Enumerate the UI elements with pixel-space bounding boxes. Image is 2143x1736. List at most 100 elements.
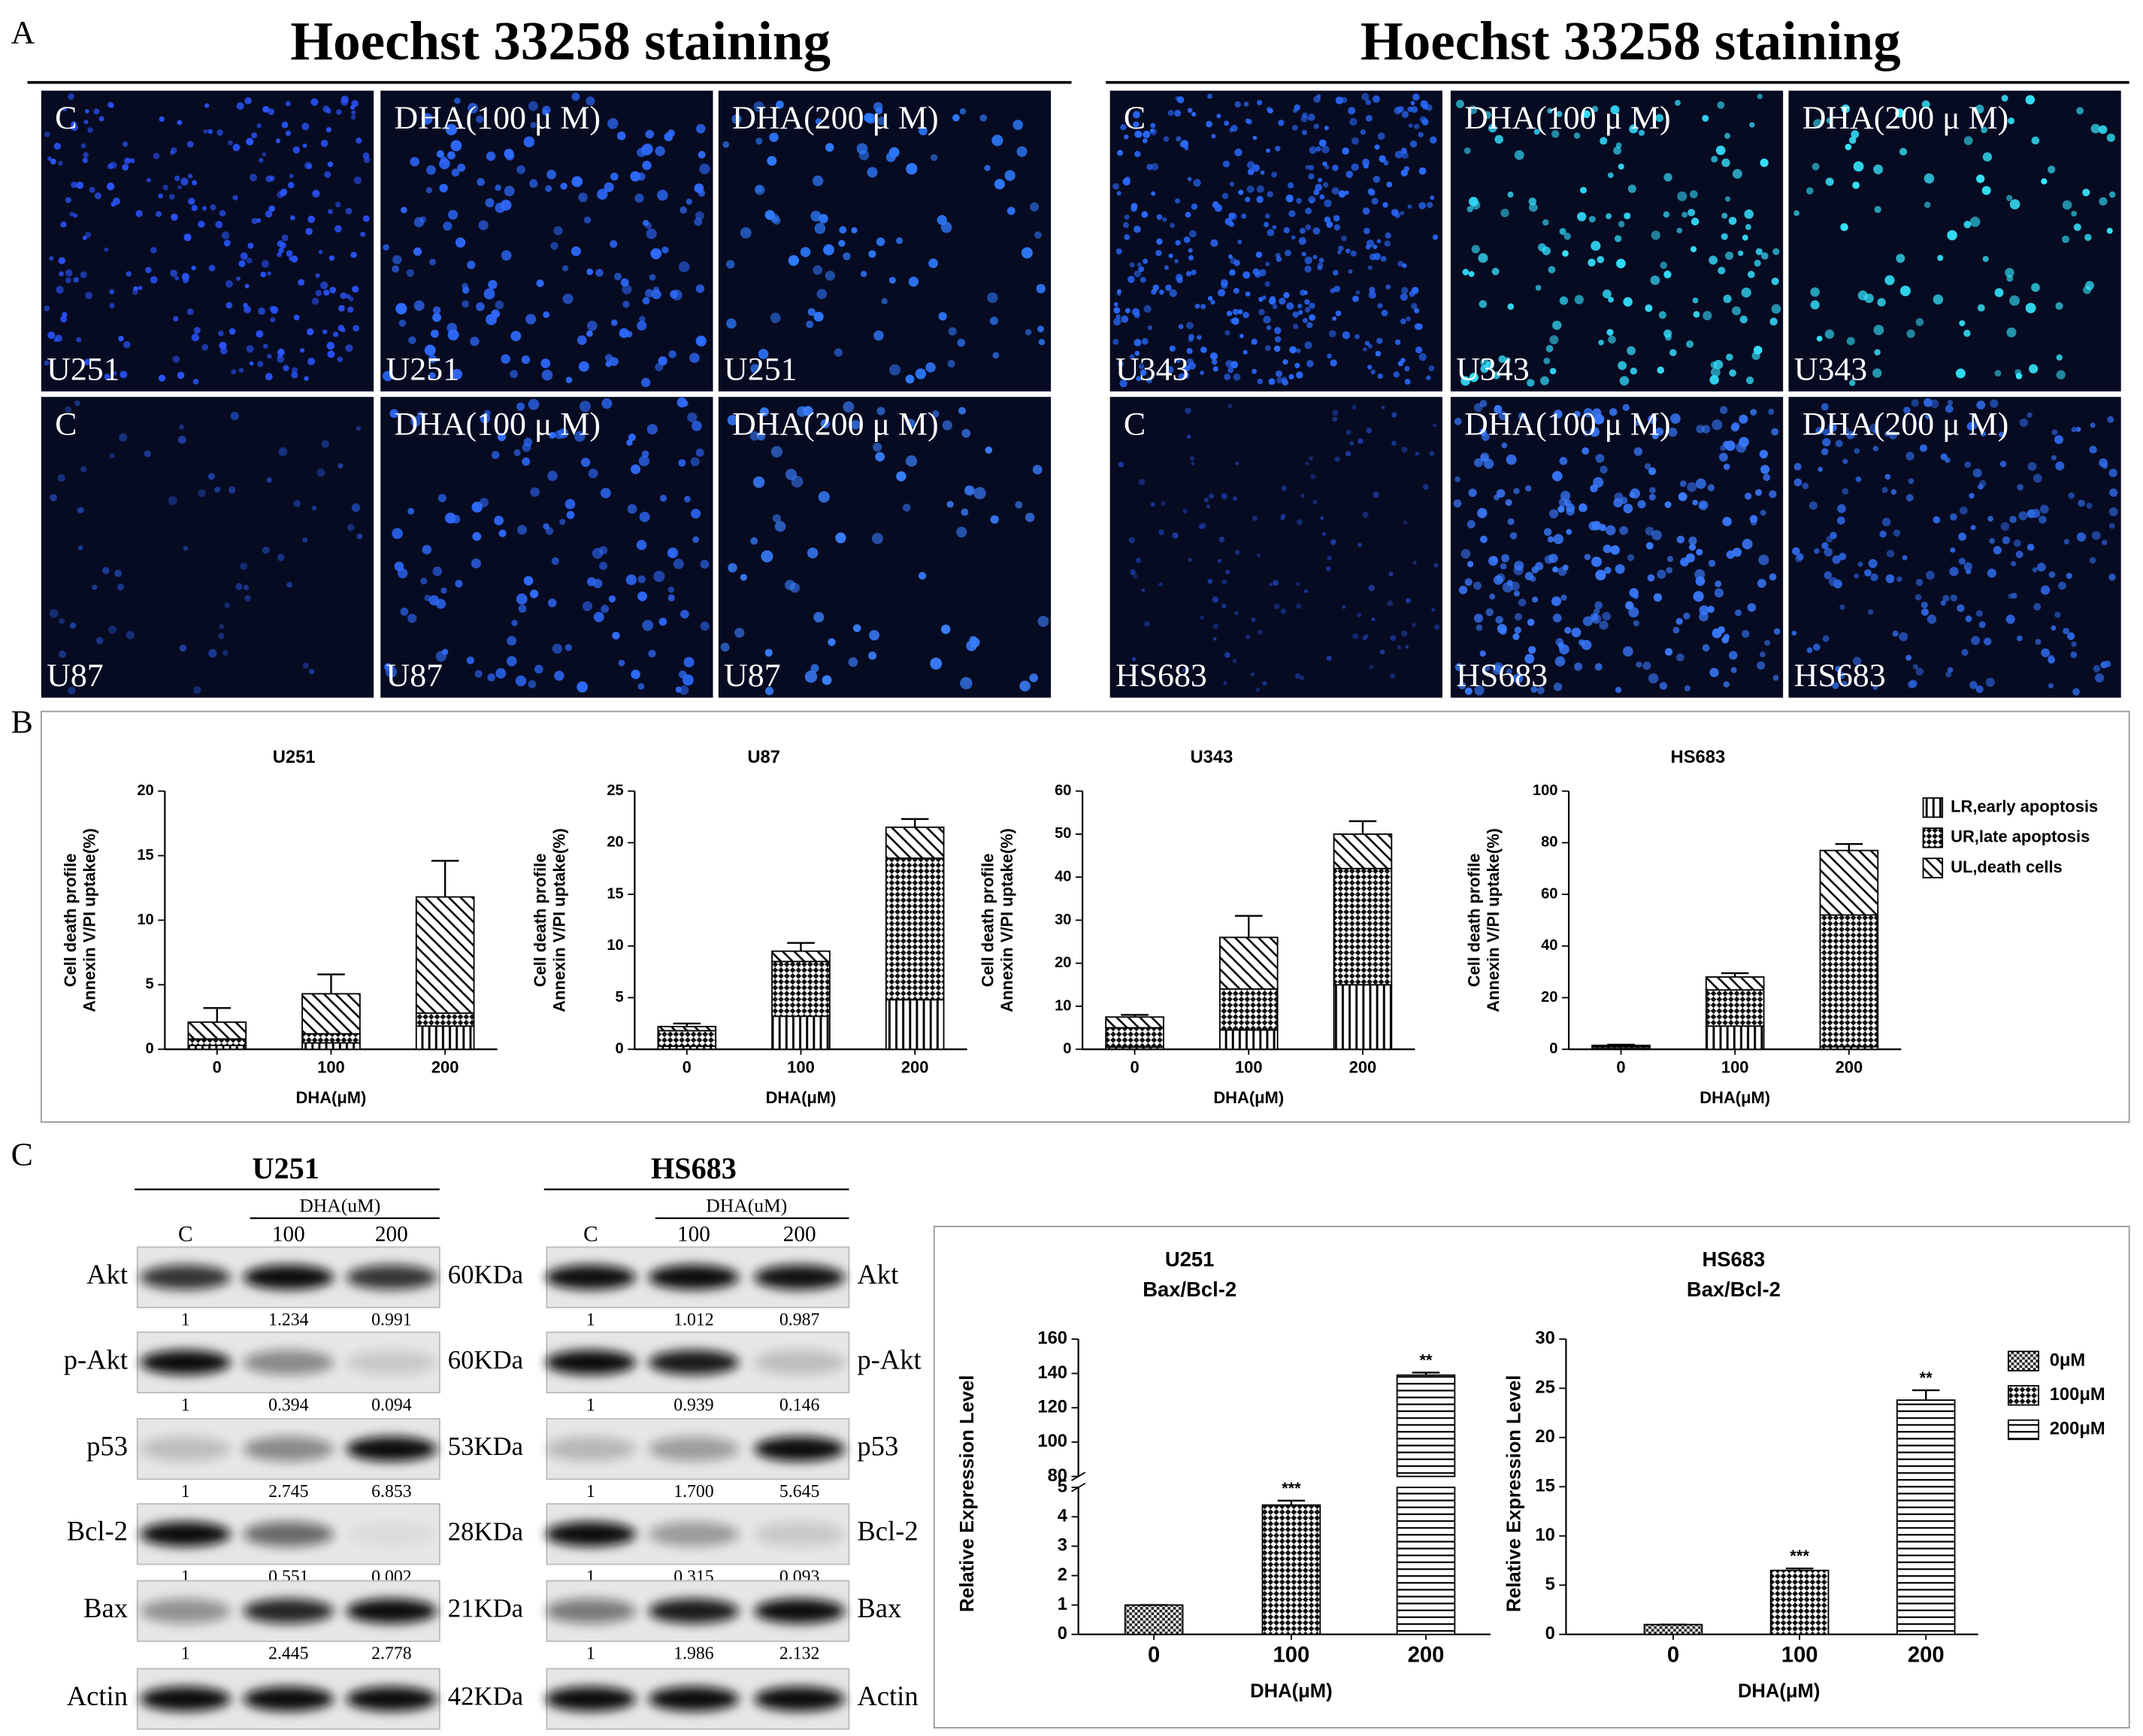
nucleus (547, 598, 557, 608)
nucleus (119, 433, 128, 442)
bar-segment (1333, 867, 1393, 986)
nucleus (1717, 101, 1725, 109)
nucleus (1309, 146, 1317, 154)
nucleus (1188, 337, 1194, 342)
nucleus (1418, 167, 1427, 175)
nucleus (1692, 499, 1699, 506)
significance: ** (1920, 1369, 1933, 1387)
nucleus (1664, 501, 1672, 509)
nucleus (873, 442, 882, 452)
nucleus (1261, 295, 1267, 300)
nucleus (639, 511, 650, 522)
nucleus (230, 411, 239, 420)
nucleus (475, 115, 484, 123)
nucleus (1370, 369, 1376, 375)
nucleus (1657, 366, 1665, 374)
nucleus (1265, 262, 1270, 267)
nucleus (1422, 484, 1429, 490)
nucleus (994, 179, 1005, 190)
nucleus (1852, 656, 1862, 666)
nucleus (1317, 262, 1324, 269)
nucleus (1853, 161, 1864, 172)
lane-label: 100 (272, 1222, 305, 1246)
nucleus (925, 362, 936, 373)
nucleus (551, 557, 559, 565)
nucleus (109, 303, 115, 309)
nucleus (1206, 504, 1211, 509)
nucleus (1274, 336, 1282, 343)
nucleus (1243, 349, 1248, 355)
nucleus (1407, 204, 1412, 209)
nucleus (1745, 492, 1752, 500)
error-bar (203, 1007, 232, 1023)
nucleus (261, 260, 269, 268)
nucleus (1963, 220, 1972, 228)
nucleus (1660, 262, 1668, 269)
nucleus (95, 637, 104, 645)
nucleus (80, 271, 87, 279)
nucleus (219, 341, 227, 349)
nucleus (650, 248, 662, 260)
nucleus (1433, 563, 1439, 568)
nucleus (1816, 335, 1823, 342)
condition-label: DHA(200 μ M) (1802, 100, 2008, 136)
nucleus (1176, 358, 1182, 363)
nucleus (477, 177, 485, 186)
nucleus (1410, 101, 1415, 106)
nucleus (625, 574, 637, 585)
error-bar (1835, 842, 1863, 851)
bar-segment (1105, 1016, 1164, 1029)
nucleus (413, 300, 425, 311)
nucleus (1645, 304, 1653, 313)
nucleus (549, 431, 556, 439)
x-tick-label: 200 (1408, 1644, 1445, 1668)
nucleus (600, 488, 611, 499)
nucleus (112, 370, 117, 376)
nucleus (1771, 304, 1781, 314)
nucleus (1292, 311, 1299, 318)
nucleus (695, 284, 705, 293)
nucleus (2041, 648, 2051, 658)
nucleus (1854, 448, 1860, 454)
nucleus (1129, 262, 1135, 268)
nucleus (1401, 630, 1408, 637)
nucleus (1832, 555, 1841, 564)
nucleus (770, 313, 781, 323)
nucleus (2001, 95, 2008, 102)
nucleus (1792, 547, 1800, 555)
nucleus (1237, 239, 1243, 244)
nucleus (1175, 240, 1181, 246)
nucleus (1313, 189, 1320, 195)
error-bar (1348, 820, 1377, 834)
nucleus (1212, 637, 1217, 641)
nucleus (278, 247, 284, 253)
nucleus (1327, 555, 1332, 561)
nucleus (559, 519, 566, 525)
nucleus (1156, 213, 1163, 220)
nucleus (193, 685, 201, 694)
nucleus (1772, 674, 1779, 681)
nucleus (1975, 104, 1984, 113)
nucleus (1485, 608, 1494, 616)
nucleus (1296, 603, 1302, 609)
nucleus (1174, 198, 1181, 204)
nucleus (1600, 137, 1608, 145)
nucleus (1610, 105, 1620, 115)
nucleus (1549, 335, 1559, 345)
nucleus (193, 326, 201, 334)
nucleus (1683, 612, 1690, 620)
nucleus (1377, 303, 1383, 309)
condition-label: C (1124, 406, 1146, 442)
nucleus (2029, 364, 2039, 374)
nucleus (610, 357, 619, 366)
nucleus (1509, 532, 1518, 540)
nucleus (528, 101, 538, 111)
nucleus (1906, 329, 1915, 338)
nucleus (1375, 350, 1382, 357)
nucleus (1332, 416, 1338, 422)
nucleus (1870, 573, 1878, 582)
nucleus (362, 152, 370, 159)
nucleus (1711, 156, 1718, 163)
nucleus (155, 210, 162, 217)
nucleus (1530, 686, 1538, 693)
